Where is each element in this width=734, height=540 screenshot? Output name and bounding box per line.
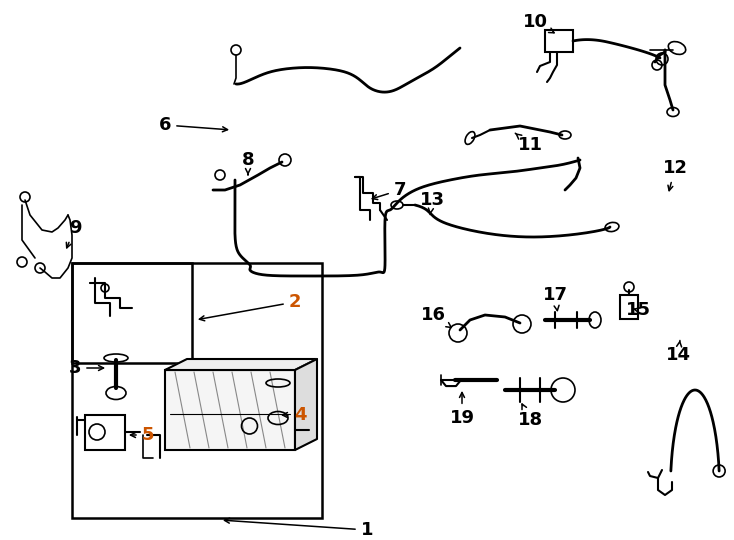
Bar [165,370,295,450]
Text: 5: 5 [131,426,154,444]
Text: 10: 10 [523,13,554,33]
Text: 7: 7 [372,181,406,200]
Text: 1: 1 [225,518,374,539]
Text: 17: 17 [542,286,567,310]
Text: 6: 6 [159,116,228,134]
Bar [72,263,322,518]
Text: 15: 15 [625,301,650,319]
Text: 4: 4 [283,406,306,424]
Text: 13: 13 [420,191,445,214]
Bar [72,263,192,363]
Text: 11: 11 [515,133,542,154]
Polygon shape [165,359,317,370]
Polygon shape [295,359,317,450]
Text: 8: 8 [241,151,254,174]
Text: 18: 18 [517,404,542,429]
Text: 9: 9 [66,219,81,248]
Text: 16: 16 [421,306,451,328]
Bar [620,295,638,319]
Text: 2: 2 [200,293,301,321]
Bar [85,415,125,450]
Text: 12: 12 [663,159,688,191]
Text: 19: 19 [449,393,474,427]
Text: 14: 14 [666,340,691,364]
Bar [545,30,573,52]
Text: 3: 3 [69,359,103,377]
